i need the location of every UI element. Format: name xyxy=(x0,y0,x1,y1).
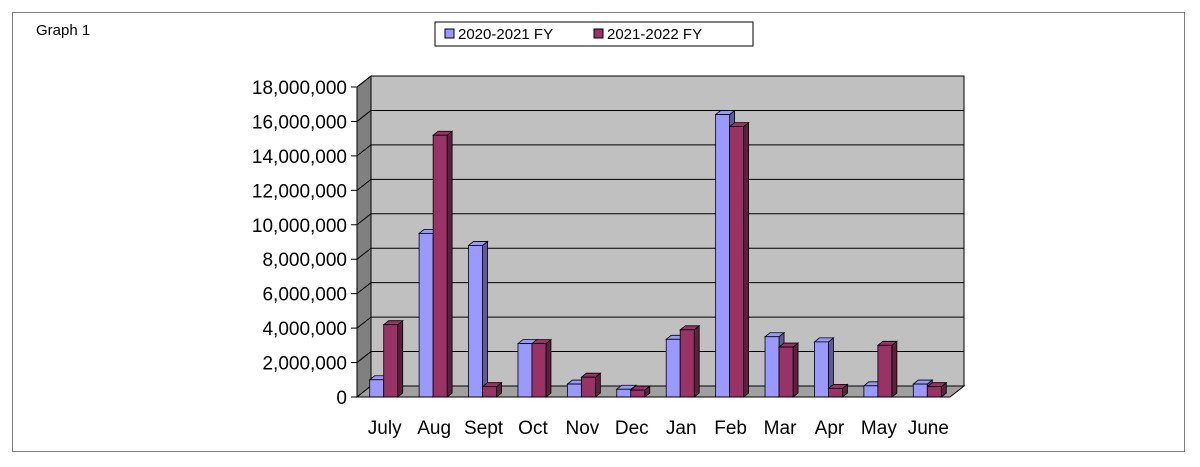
x-tick-label: Oct xyxy=(518,418,548,439)
bar-front xyxy=(482,386,497,398)
gridline-side xyxy=(356,282,372,295)
bar-side xyxy=(693,325,700,398)
bar-front xyxy=(383,324,399,398)
bar xyxy=(827,383,849,398)
y-tick-label: 10,000,000 xyxy=(252,216,347,237)
bar-front xyxy=(912,383,928,398)
y-tick-label: 12,000,000 xyxy=(252,181,347,202)
y-axis: 0 2,000,000 4,000,000 6,000,000 8,000,000 10,… xyxy=(252,78,358,409)
bar-side xyxy=(482,240,488,398)
legend-label: 2020-2021 FY xyxy=(458,26,553,43)
gridline-side xyxy=(356,316,372,329)
x-tick-label: Jan xyxy=(666,418,697,439)
gridline-side xyxy=(356,213,372,226)
x-tick-label: May xyxy=(861,418,897,439)
y-tick-label: 2,000,000 xyxy=(262,354,347,375)
gridline-side xyxy=(356,178,372,191)
x-tick-label: July xyxy=(368,418,402,439)
y-tick-label: 0 xyxy=(336,388,347,409)
y-tick-label: 8,000,000 xyxy=(262,250,347,271)
legend-label: 2021-2022 FY xyxy=(607,26,702,43)
legend-swatch xyxy=(593,28,604,39)
bar-front xyxy=(729,126,745,398)
bar xyxy=(777,342,800,398)
bar-front xyxy=(926,386,942,398)
bar xyxy=(629,385,651,398)
x-tick-label: Dec xyxy=(615,418,649,439)
x-axis: July Aug Sept Oct Nov Dec Jan Feb Mar Apr May June xyxy=(357,396,950,439)
bar xyxy=(926,381,948,398)
bar-front xyxy=(863,385,879,398)
bar-front xyxy=(877,344,893,398)
bar-front xyxy=(616,388,632,398)
gridline-side xyxy=(356,75,372,88)
x-tick-label: Aug xyxy=(417,418,451,439)
side-wall xyxy=(356,74,372,399)
bar-front xyxy=(468,245,483,398)
bar-front xyxy=(531,343,547,398)
gridline-side xyxy=(356,351,372,363)
bar-side xyxy=(397,319,404,398)
bar-front xyxy=(665,338,681,398)
legend: 2020-2021 FY 2021-2022 FY xyxy=(434,21,754,47)
y-tick-label: 16,000,000 xyxy=(252,112,347,133)
bar-side xyxy=(891,340,898,398)
bar-front xyxy=(679,329,695,398)
bar xyxy=(580,372,602,398)
bar-front xyxy=(566,383,582,398)
y-tick-label: 14,000,000 xyxy=(252,147,347,168)
x-tick-label: Sept xyxy=(464,418,504,439)
bar xyxy=(530,338,553,398)
gridline-side xyxy=(356,110,372,122)
graph-label: Graph 1 xyxy=(36,22,91,39)
x-tick-label: Apr xyxy=(815,418,845,439)
bar-front xyxy=(369,379,385,398)
bar-side xyxy=(792,342,799,398)
legend-swatch xyxy=(444,28,455,39)
bar-front xyxy=(715,114,731,398)
x-tick-label: Nov xyxy=(565,418,599,439)
bar-front xyxy=(630,389,646,398)
bar-front xyxy=(517,343,533,398)
bar-front xyxy=(580,376,596,398)
bar-side xyxy=(743,121,750,398)
bar-front xyxy=(418,232,434,398)
y-tick-label: 18,000,000 xyxy=(252,78,347,99)
bar-front xyxy=(764,336,780,398)
bar-front xyxy=(432,134,448,398)
bar xyxy=(382,319,404,398)
y-tick-label: 4,000,000 xyxy=(262,319,347,340)
x-tick-label: June xyxy=(908,418,949,439)
bar xyxy=(481,381,503,398)
bar xyxy=(876,340,899,398)
bar xyxy=(467,240,489,398)
bar xyxy=(431,130,454,398)
gridline-side xyxy=(356,144,372,157)
bar-side xyxy=(545,338,552,398)
x-tick-label: Feb xyxy=(714,418,747,439)
x-tick-label: Mar xyxy=(764,418,797,439)
gridline-side xyxy=(356,247,372,260)
bar-front xyxy=(828,387,843,398)
bar-front xyxy=(778,346,794,398)
bar-front xyxy=(814,341,829,398)
bars xyxy=(368,109,948,398)
bar xyxy=(728,121,750,398)
y-tick-label: 6,000,000 xyxy=(262,285,347,306)
bar-side xyxy=(446,130,453,398)
bar xyxy=(679,325,701,398)
